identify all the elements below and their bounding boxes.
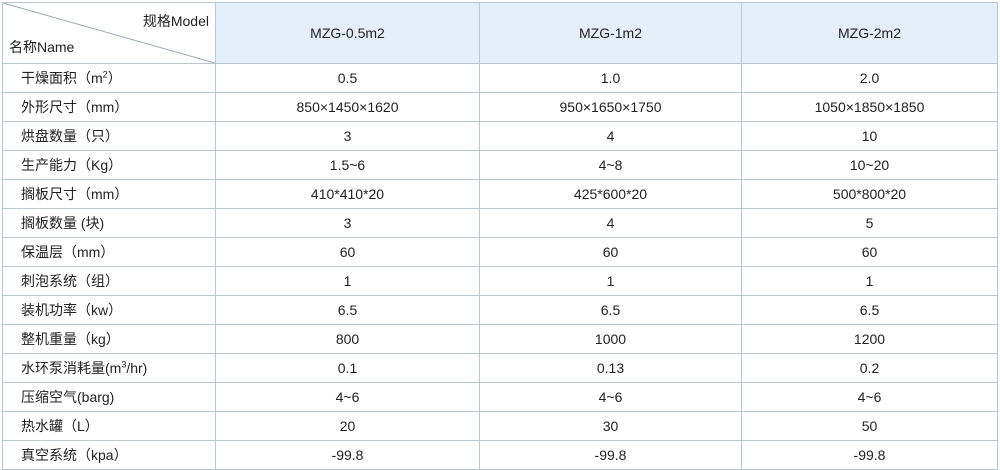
row-label: 热水罐（L） <box>2 411 216 441</box>
value-cell: 60 <box>215 237 480 267</box>
row-label: 压缩空气(barg) <box>2 382 216 412</box>
row-label-text: 干燥面积（m <box>21 70 103 86</box>
value-cell: 10~20 <box>741 150 998 180</box>
table-row: 热水罐（L） 20 30 50 <box>2 411 998 441</box>
spec-label: 规格Model <box>142 13 209 29</box>
value-cell: 3 <box>215 121 480 151</box>
row-label: 生产能力（Kg） <box>2 150 216 180</box>
value-cell: 0.5 <box>215 63 480 93</box>
row-label: 搁板尺寸（mm） <box>2 179 216 209</box>
row-label: 烘盘数量（只） <box>2 121 216 151</box>
row-label-superscript: 2 <box>102 69 108 80</box>
value-cell: 30 <box>479 411 742 441</box>
value-cell: 50 <box>741 411 998 441</box>
value-cell: 4~6 <box>215 382 480 412</box>
table-row: 外形尺寸（mm） 850×1450×1620 950×1650×1750 1050×1… <box>2 92 998 122</box>
value-cell: 6.5 <box>479 295 742 325</box>
value-cell: 500*800*20 <box>741 179 998 209</box>
value-cell: 800 <box>215 324 480 354</box>
value-cell: 5 <box>741 208 998 238</box>
value-cell: 425*600*20 <box>479 179 742 209</box>
table-row: 保温层（mm） 60 60 60 <box>2 237 998 267</box>
value-cell: 4~6 <box>741 382 998 412</box>
value-cell: 10 <box>741 121 998 151</box>
row-label: 真空系统（kpa） <box>2 440 216 470</box>
table-row: 烘盘数量（只） 3 4 10 <box>2 121 998 151</box>
row-label-text: 装机功率（kw） <box>21 302 123 318</box>
table-row: 搁板尺寸（mm） 410*410*20 425*600*20 500*800*20 <box>2 179 998 209</box>
value-cell: -99.8 <box>741 440 998 470</box>
table-row: 干燥面积（m2） 0.5 1.0 2.0 <box>2 63 998 93</box>
row-label-suffix: ） <box>107 70 122 86</box>
row-label-text: 压缩空气(barg) <box>21 389 115 405</box>
value-cell: 1000 <box>479 324 742 354</box>
value-cell: 4~8 <box>479 150 742 180</box>
row-label: 外形尺寸（mm） <box>2 92 216 122</box>
row-label-text: 搁板数量 (块) <box>21 215 105 231</box>
row-label: 干燥面积（m2） <box>2 63 216 93</box>
value-cell: -99.8 <box>215 440 480 470</box>
value-cell: 1.0 <box>479 63 742 93</box>
table-row: 刺泡系统（组） 1 1 1 <box>2 266 998 296</box>
table-row: 压缩空气(barg) 4~6 4~6 4~6 <box>2 382 998 412</box>
row-label-superscript: 3 <box>121 359 127 370</box>
row-label: 水环泵消耗量(m3/hr) <box>2 353 216 383</box>
value-cell: 1200 <box>741 324 998 354</box>
row-label: 整机重量（kg） <box>2 324 216 354</box>
model-header-1: MZG-1m2 <box>479 2 742 64</box>
value-cell: 0.13 <box>479 353 742 383</box>
table-row: 水环泵消耗量(m3/hr) 0.1 0.13 0.2 <box>2 353 998 383</box>
value-cell: 60 <box>741 237 998 267</box>
row-label: 刺泡系统（组） <box>2 266 216 296</box>
table-row: 整机重量（kg） 800 1000 1200 <box>2 324 998 354</box>
value-cell: -99.8 <box>479 440 742 470</box>
value-cell: 4 <box>479 208 742 238</box>
row-label-text: 整机重量（kg） <box>21 331 120 347</box>
header-row: 规格Model 名称Name MZG-0.5m2 MZG-1m2 MZG-2m2 <box>2 2 998 64</box>
spec-body: 干燥面积（m2） 0.5 1.0 2.0 外形尺寸（mm） 850×1450×1620 95… <box>2 63 998 470</box>
table-row: 搁板数量 (块) 3 4 5 <box>2 208 998 238</box>
table-row: 真空系统（kpa） -99.8 -99.8 -99.8 <box>2 440 998 470</box>
value-cell: 850×1450×1620 <box>215 92 480 122</box>
row-label: 搁板数量 (块) <box>2 208 216 238</box>
row-label-text: 搁板尺寸（mm） <box>21 186 129 202</box>
table-row: 装机功率（kw） 6.5 6.5 6.5 <box>2 295 998 325</box>
value-cell: 1 <box>479 266 742 296</box>
value-cell: 1.5~6 <box>215 150 480 180</box>
model-header-0: MZG-0.5m2 <box>215 2 480 64</box>
value-cell: 0.2 <box>741 353 998 383</box>
row-label-text: 生产能力（Kg） <box>21 157 123 173</box>
value-cell: 60 <box>479 237 742 267</box>
diagonal-divider <box>3 3 215 63</box>
row-label: 装机功率（kw） <box>2 295 216 325</box>
row-label-text: 热水罐（L） <box>21 418 99 434</box>
value-cell: 0.1 <box>215 353 480 383</box>
table-row: 生产能力（Kg） 1.5~6 4~8 10~20 <box>2 150 998 180</box>
row-label-text: 保温层（mm） <box>21 244 115 260</box>
value-cell: 4~6 <box>479 382 742 412</box>
value-cell: 6.5 <box>215 295 480 325</box>
row-label-text: 烘盘数量（只） <box>21 128 119 144</box>
value-cell: 6.5 <box>741 295 998 325</box>
row-label-suffix: /hr) <box>126 360 148 376</box>
name-label: 名称Name <box>9 39 75 55</box>
value-cell: 4 <box>479 121 742 151</box>
value-cell: 3 <box>215 208 480 238</box>
value-cell: 1 <box>741 266 998 296</box>
row-label-text: 真空系统（kpa） <box>21 447 128 463</box>
value-cell: 20 <box>215 411 480 441</box>
row-label-text: 刺泡系统（组） <box>21 273 119 289</box>
value-cell: 1 <box>215 266 480 296</box>
model-header-2: MZG-2m2 <box>741 2 998 64</box>
row-label-text: 外形尺寸（mm） <box>21 99 129 115</box>
value-cell: 1050×1850×1850 <box>741 92 998 122</box>
value-cell: 2.0 <box>741 63 998 93</box>
row-label-text: 水环泵消耗量(m <box>21 360 122 376</box>
corner-header-cell: 规格Model 名称Name <box>2 2 216 64</box>
value-cell: 410*410*20 <box>215 179 480 209</box>
row-label: 保温层（mm） <box>2 237 216 267</box>
value-cell: 950×1650×1750 <box>479 92 742 122</box>
